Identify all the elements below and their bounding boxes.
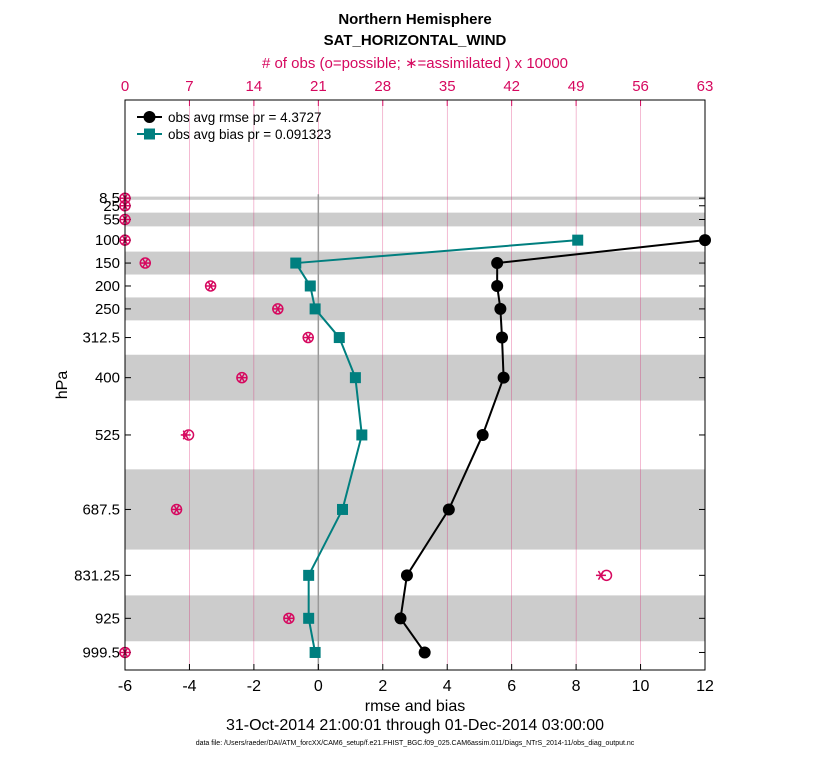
y-tick-label: 100 [95, 232, 120, 249]
top-tick-label: 42 [503, 78, 520, 95]
top-tick-label: 63 [697, 78, 714, 95]
legend-rmse-marker [143, 111, 156, 123]
grey-band [125, 297, 705, 321]
assimilated-obs-marker [180, 430, 191, 440]
y-tick-label: 150 [95, 255, 120, 272]
date-range: 31-Oct-2014 21:00:01 through 01-Dec-2014… [226, 717, 604, 734]
bias-point [290, 257, 302, 269]
top-tick-label: 14 [246, 78, 263, 95]
grey-band [125, 212, 705, 227]
footnote: data file: /Users/raeder/DAI/ATM_forcXX/… [196, 740, 635, 747]
grey-band [125, 251, 705, 275]
rmse-point [497, 371, 510, 384]
y-tick-label: 312.5 [82, 330, 120, 347]
x-tick-label: 10 [632, 678, 650, 695]
grey-band [125, 469, 705, 550]
x-tick-label: -4 [182, 678, 196, 695]
x-tick-label: 6 [507, 678, 516, 695]
top-tick-label: 21 [310, 78, 327, 95]
x-tick-label: 12 [696, 678, 714, 695]
y-tick-label: 831.25 [74, 567, 120, 584]
grey-band [125, 196, 705, 200]
x-tick-label: 2 [378, 678, 387, 695]
rmse-point [496, 331, 508, 344]
chart-subtitle: SAT_HORIZONTAL_WIND [324, 32, 507, 49]
x-tick-label: -2 [247, 678, 261, 695]
vertical-grid [189, 100, 641, 670]
plot-frame [124, 99, 706, 671]
bias-point [309, 646, 321, 658]
bias-point [349, 372, 361, 384]
rmse-point [491, 257, 504, 270]
rmse-point [418, 646, 431, 659]
series-lines [290, 234, 711, 659]
level-bands [125, 196, 705, 642]
y-tick-label: 400 [95, 370, 120, 387]
top-tick-label: 7 [185, 78, 193, 95]
bias-point [303, 569, 315, 581]
assimilated-obs-marker [272, 304, 283, 314]
y-tick-label: 999.5 [82, 644, 120, 661]
rmse-point [491, 279, 504, 292]
bias-point [309, 303, 321, 315]
x-tick-label: 8 [572, 678, 581, 695]
x-axis-ticks: -6 -4 -2 0 2 4 6 8 10 12 [118, 664, 714, 695]
assimilated-obs-marker [283, 613, 294, 624]
bias-point [303, 612, 315, 624]
rmse-point [442, 503, 455, 516]
grey-band [125, 354, 705, 401]
y-tick-label: 250 [95, 301, 120, 318]
y-tick-label: 8.5 [99, 190, 120, 207]
bias-point [356, 429, 368, 441]
y-axis-label: hPa [54, 371, 71, 400]
assimilated-obs-marker [595, 570, 606, 581]
y-tick-label: 925 [95, 610, 120, 627]
chart-title: Northern Hemisphere [338, 11, 491, 28]
bias-point [337, 503, 348, 515]
top-tick-label: 28 [374, 78, 391, 95]
bias-point [572, 234, 584, 246]
grey-band [125, 595, 705, 642]
x-tick-label: -6 [118, 678, 132, 695]
assimilated-obs-marker [303, 332, 314, 343]
y-tick-label: 525 [95, 427, 120, 444]
top-tick-label: 56 [632, 78, 649, 95]
top-axis-label: # of obs (o=possible; ∗=assimilated ) x … [262, 55, 568, 72]
rmse-point [476, 428, 489, 441]
x-tick-label: 4 [443, 678, 452, 695]
x-tick-label: 0 [314, 678, 323, 695]
bias-point [333, 332, 345, 344]
rmse-point [394, 612, 407, 625]
bias-point [304, 280, 316, 292]
y-tick-label: 25 [103, 198, 120, 215]
assimilated-obs-marker [205, 281, 216, 291]
legend-rmse-label: obs avg rmse pr = 4.3727 [168, 110, 321, 125]
legend-bias-label: obs avg bias pr = 0.091323 [168, 127, 331, 142]
legend-bias-marker [144, 128, 155, 140]
y-tick-label: 200 [95, 278, 120, 295]
top-tick-label: 35 [439, 78, 456, 95]
rmse-point [494, 302, 507, 315]
x-axis-label: rmse and bias [365, 698, 466, 715]
assimilated-obs-marker [171, 504, 182, 515]
assimilated-obs-marker [140, 258, 151, 268]
y-tick-label: 687.5 [82, 501, 120, 518]
legend: obs avg rmse pr = 4.3727 obs avg bias pr… [137, 110, 331, 142]
top-tick-label: 0 [121, 78, 129, 95]
assimilated-obs-marker [236, 372, 247, 383]
top-tick-label: 49 [568, 78, 585, 95]
rmse-point [400, 569, 413, 582]
y-tick-label: 55 [103, 212, 120, 229]
